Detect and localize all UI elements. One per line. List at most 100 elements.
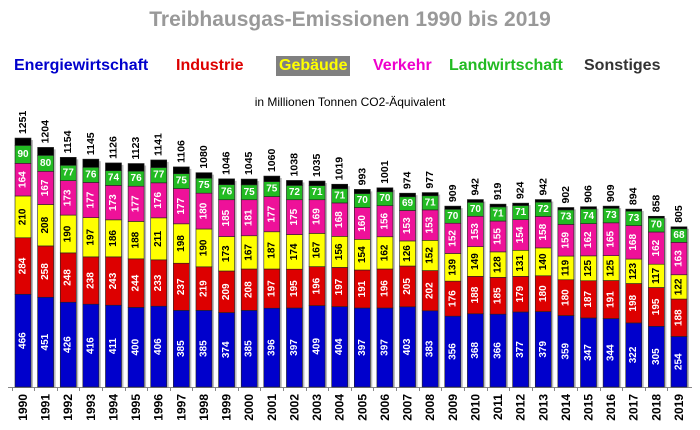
- total-label: 805: [673, 205, 685, 223]
- data-label: 237: [176, 278, 187, 295]
- data-label: 396: [266, 339, 277, 356]
- bar-segment-sonstiges: [399, 192, 416, 198]
- data-label: 385: [244, 340, 255, 357]
- data-label: 406: [153, 338, 164, 355]
- data-label: 322: [628, 346, 639, 363]
- data-label: 75: [266, 184, 278, 195]
- year-label: 2001: [265, 394, 279, 421]
- bar-segment-sonstiges: [331, 183, 348, 190]
- data-label: 196: [379, 280, 390, 297]
- data-label: 75: [244, 187, 256, 198]
- data-label: 196: [312, 277, 323, 294]
- data-label: 466: [18, 332, 29, 349]
- bar-segment-sonstiges: [467, 199, 484, 203]
- year-label: 2006: [378, 394, 392, 421]
- data-label: 156: [334, 243, 345, 260]
- bar-segment-sonstiges: [534, 199, 552, 203]
- data-label: 153: [402, 217, 413, 234]
- data-label: 167: [312, 241, 323, 258]
- legend-item-verkehr: Verkehr: [373, 57, 432, 74]
- bar-segment-sonstiges: [59, 157, 77, 166]
- data-label: 366: [493, 342, 504, 359]
- data-label: 180: [560, 289, 571, 306]
- year-label: 1991: [39, 394, 53, 421]
- bar-segment-sonstiges: [602, 205, 620, 209]
- data-label: 158: [538, 223, 549, 240]
- data-label: 70: [470, 204, 482, 215]
- data-label: 181: [244, 209, 255, 226]
- data-label: 164: [18, 171, 29, 188]
- data-label: 122: [673, 278, 684, 295]
- bar-segment-sonstiges: [353, 189, 371, 194]
- data-label: 174: [289, 243, 300, 260]
- data-label: 167: [244, 244, 255, 261]
- data-label: 209: [221, 283, 232, 300]
- data-label: 347: [583, 344, 594, 361]
- data-label: 197: [85, 228, 96, 245]
- data-label: 153: [470, 223, 481, 240]
- data-label: 188: [673, 309, 684, 326]
- data-label: 385: [198, 340, 209, 357]
- total-label: 1019: [334, 157, 346, 181]
- data-label: 152: [425, 247, 436, 264]
- total-label: 909: [605, 184, 617, 202]
- data-label: 162: [651, 239, 662, 256]
- data-label: 180: [198, 202, 209, 219]
- data-label: 185: [221, 209, 232, 226]
- data-label: 175: [289, 208, 300, 225]
- year-label: 2005: [355, 394, 369, 421]
- data-label: 383: [425, 340, 436, 357]
- year-label: 2017: [627, 394, 641, 421]
- data-label: 284: [18, 257, 29, 274]
- data-label: 179: [515, 285, 526, 302]
- data-label: 77: [153, 170, 165, 181]
- total-label: 894: [628, 187, 640, 205]
- data-label: 159: [560, 231, 571, 248]
- year-label: 2015: [582, 394, 596, 421]
- total-label: 1126: [107, 136, 119, 159]
- data-label: 244: [131, 274, 142, 291]
- data-label: 385: [176, 340, 187, 357]
- data-label: 197: [266, 280, 277, 297]
- data-label: 139: [447, 259, 458, 276]
- data-label: 176: [447, 290, 458, 307]
- total-label: 902: [560, 186, 572, 204]
- data-label: 71: [492, 208, 504, 219]
- bar-segment-sonstiges: [14, 137, 32, 146]
- data-label: 243: [108, 272, 119, 289]
- year-label: 2012: [514, 394, 528, 421]
- bar-segment-sonstiges: [670, 226, 688, 230]
- total-label: 974: [402, 171, 414, 189]
- data-label: 126: [402, 245, 413, 262]
- bar-segment-sonstiges: [82, 158, 100, 168]
- data-label: 400: [131, 338, 142, 355]
- total-label: 1046: [221, 151, 233, 175]
- data-label: 379: [538, 341, 549, 358]
- data-label: 73: [606, 210, 618, 221]
- bar-segment-sonstiges: [37, 147, 54, 156]
- data-label: 198: [176, 235, 187, 252]
- year-label: 1998: [197, 394, 211, 421]
- data-label: 75: [176, 176, 188, 187]
- bar-segment-sonstiges: [512, 202, 529, 206]
- year-label: 2018: [649, 394, 663, 421]
- bar-segment-sonstiges: [218, 178, 235, 185]
- total-label: 1001: [379, 160, 391, 184]
- data-label: 71: [425, 197, 437, 208]
- legend-item-industrie: Industrie: [176, 57, 244, 74]
- data-label: 152: [447, 230, 458, 247]
- data-label: 195: [289, 280, 300, 297]
- data-label: 359: [560, 343, 571, 360]
- data-label: 191: [606, 291, 617, 308]
- data-label: 426: [63, 336, 74, 353]
- data-label: 208: [40, 216, 51, 233]
- data-label: 70: [357, 195, 369, 206]
- data-label: 75: [198, 180, 210, 191]
- year-label: 1994: [106, 394, 120, 421]
- total-label: 919: [492, 182, 504, 200]
- data-label: 197: [334, 278, 345, 295]
- data-label: 68: [673, 230, 685, 241]
- year-label: 1995: [129, 394, 143, 421]
- bar-segment-sonstiges: [489, 203, 507, 208]
